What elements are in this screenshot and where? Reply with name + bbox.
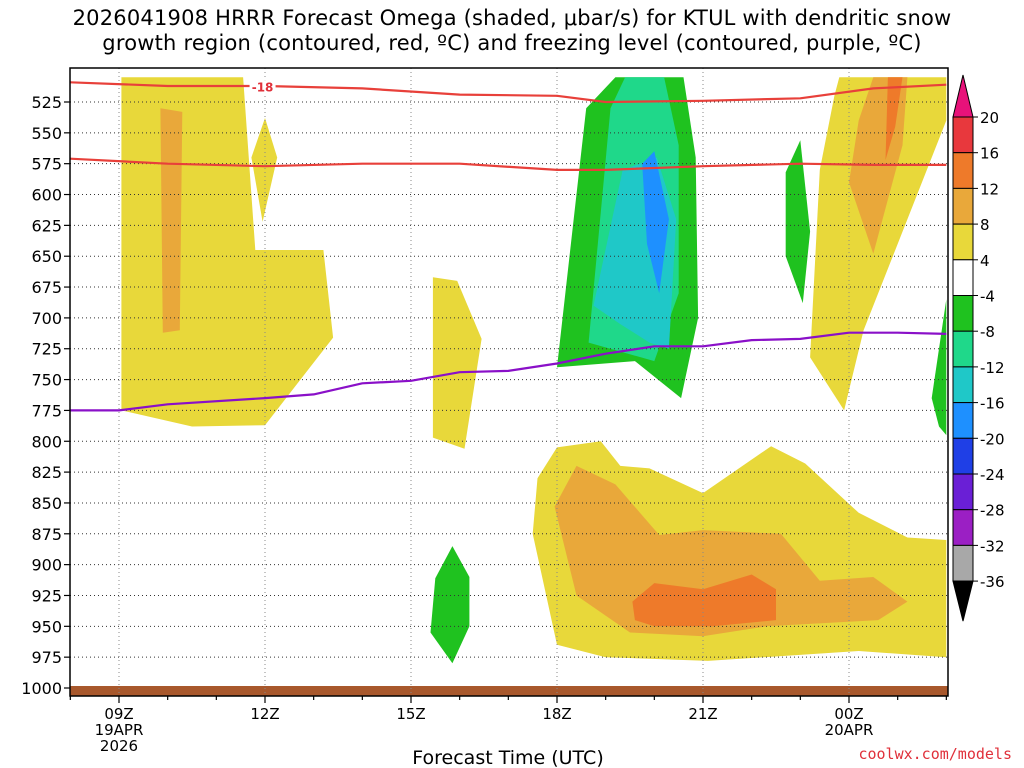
x-axis-label: Forecast Time (UTC) [412, 747, 603, 768]
omega-region [430, 546, 470, 664]
y-tick-label: 725 [31, 340, 62, 359]
colorbar-swatch [952, 116, 974, 154]
axes: 525 550 575 600 625 650 675 700 725 750 775 800 825 8… [21, 93, 947, 755]
dgz-bottom-contour [70, 157, 947, 171]
y-tick-label: 775 [31, 401, 62, 420]
omega-region [810, 77, 947, 411]
x-tick-sublabel: 20APR [825, 721, 874, 739]
omega-shading [70, 77, 948, 696]
y-tick-label: 1000 [21, 679, 62, 698]
colorbar-label: 16 [980, 145, 999, 163]
colorbar-label: -16 [980, 395, 1005, 413]
y-tick-label: 850 [31, 494, 62, 513]
gridlines [70, 68, 948, 696]
plot-border [69, 67, 949, 697]
contour-label: -18 [252, 81, 274, 95]
x-tick-label: 15Z [396, 705, 425, 723]
contour-lines: -18 [70, 80, 947, 412]
terrain-strip [70, 686, 948, 696]
y-tick-label: 700 [31, 309, 62, 328]
dgz-top-contour [70, 81, 947, 104]
x-tick-sublabel: 2026 [100, 737, 138, 755]
y-tick-label: 675 [31, 278, 62, 297]
credit-link[interactable]: coolwx.com/models [858, 745, 1012, 763]
y-tick-label: 600 [31, 186, 62, 205]
colorbar-swatch [952, 509, 974, 546]
colorbar-swatch [952, 402, 974, 439]
y-tick-label: 875 [31, 525, 62, 544]
colorbar-label: 20 [980, 109, 999, 127]
omega-region [885, 77, 903, 160]
y-tick-label: 925 [31, 586, 62, 605]
colorbar-swatch [952, 295, 974, 332]
omega-region [432, 277, 482, 449]
y-tick-label: 625 [31, 216, 62, 235]
title-line-1: 2026041908 HRRR Forecast Omega (shaded, … [72, 6, 952, 30]
omega-region [160, 108, 183, 333]
colorbar-top-arrow [952, 74, 974, 118]
y-tick-label: 550 [31, 124, 62, 143]
y-tick-label: 800 [31, 432, 62, 451]
contour-label-bg [249, 80, 276, 95]
colorbar-label: 4 [980, 252, 990, 270]
x-tick-label: 09Z [104, 705, 133, 723]
y-tick-label: 525 [31, 93, 62, 112]
y-tick-label: 825 [31, 463, 62, 482]
omega-region [632, 574, 776, 627]
colorbar-swatch [952, 437, 974, 475]
colorbar-label: -28 [980, 502, 1005, 520]
colorbar: 20 16 12 8 4 -4 -8 -12 -16 -20 -24 -28 -32 -36 [952, 74, 1005, 622]
colorbar-label: 12 [980, 180, 999, 198]
colorbar-swatch [952, 330, 974, 368]
colorbar-swatch [952, 544, 974, 582]
omega-region [251, 118, 278, 222]
colorbar-label: 8 [980, 216, 990, 234]
omega-region [785, 140, 811, 304]
x-tick-label: 21Z [688, 705, 717, 723]
y-tick-label: 750 [31, 371, 62, 390]
y-tick-label: 900 [31, 556, 62, 575]
chart-title: 2026041908 HRRR Forecast Omega (shaded, … [0, 6, 1024, 56]
colorbar-label: -12 [980, 359, 1005, 377]
colorbar-label: -36 [980, 573, 1005, 591]
plot-frame [69, 67, 949, 697]
colorbar-swatch [952, 152, 974, 189]
colorbar-swatch [952, 366, 974, 404]
x-tick-sublabel: 19APR [95, 721, 144, 739]
colorbar-swatch [952, 473, 974, 511]
y-tick-label: 650 [31, 247, 62, 266]
x-tick-label: 12Z [250, 705, 279, 723]
colorbar-swatch [952, 187, 974, 225]
colorbar-label: -8 [980, 323, 995, 341]
y-tick-label: 575 [31, 155, 62, 174]
omega-region [121, 77, 334, 427]
colorbar-label: -20 [980, 430, 1005, 448]
title-line-2: growth region (contoured, red, ºC) and f… [102, 31, 922, 55]
omega-region [931, 299, 947, 436]
colorbar-bottom-arrow [952, 580, 974, 622]
x-tick-label: 00Z [834, 705, 863, 723]
colorbar-label: -32 [980, 537, 1005, 555]
colorbar-swatch [952, 223, 974, 261]
omega-region [642, 151, 669, 294]
freezing-level-contour [70, 331, 947, 412]
y-tick-label: 975 [31, 648, 62, 667]
colorbar-swatch [952, 259, 974, 296]
colorbar-label: -24 [980, 466, 1005, 484]
x-tick-label: 18Z [542, 705, 571, 723]
colorbar-label: -4 [980, 288, 995, 306]
y-tick-label: 950 [31, 617, 62, 636]
